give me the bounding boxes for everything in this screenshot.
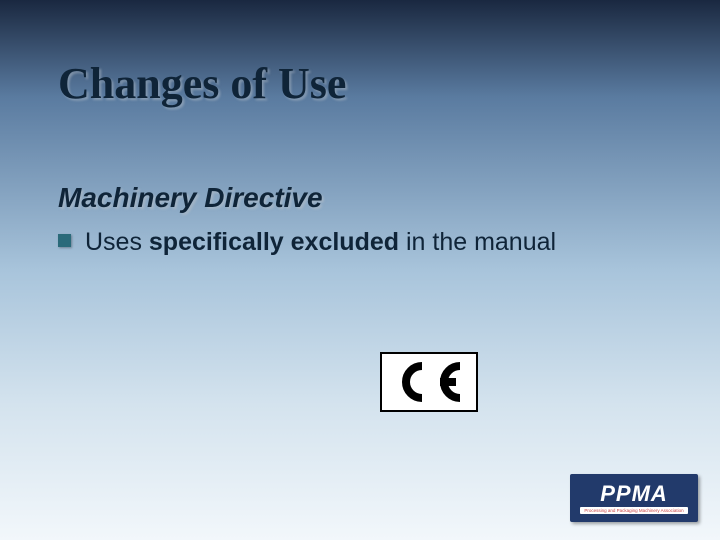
ppma-logo-subtitle: Processing and Packaging Machinery Assoc… (580, 507, 687, 514)
ppma-logo-text: PPMA (600, 483, 668, 505)
bullet-post: in the manual (399, 228, 556, 256)
ppma-logo: PPMA Processing and Packaging Machinery … (570, 474, 698, 522)
bullet-pre: Uses (85, 228, 149, 256)
ce-svg (388, 360, 470, 404)
slide-subtitle: Machinery Directive (58, 182, 323, 214)
bullet-text: Uses specifically excluded in the manual (85, 226, 556, 259)
slide-title: Changes of Use (58, 58, 346, 109)
bullet-row: Uses specifically excluded in the manual (58, 226, 556, 259)
ce-mark-icon (380, 352, 478, 412)
bullet-marker-icon (58, 234, 71, 247)
bullet-bold: specifically excluded (149, 228, 399, 256)
